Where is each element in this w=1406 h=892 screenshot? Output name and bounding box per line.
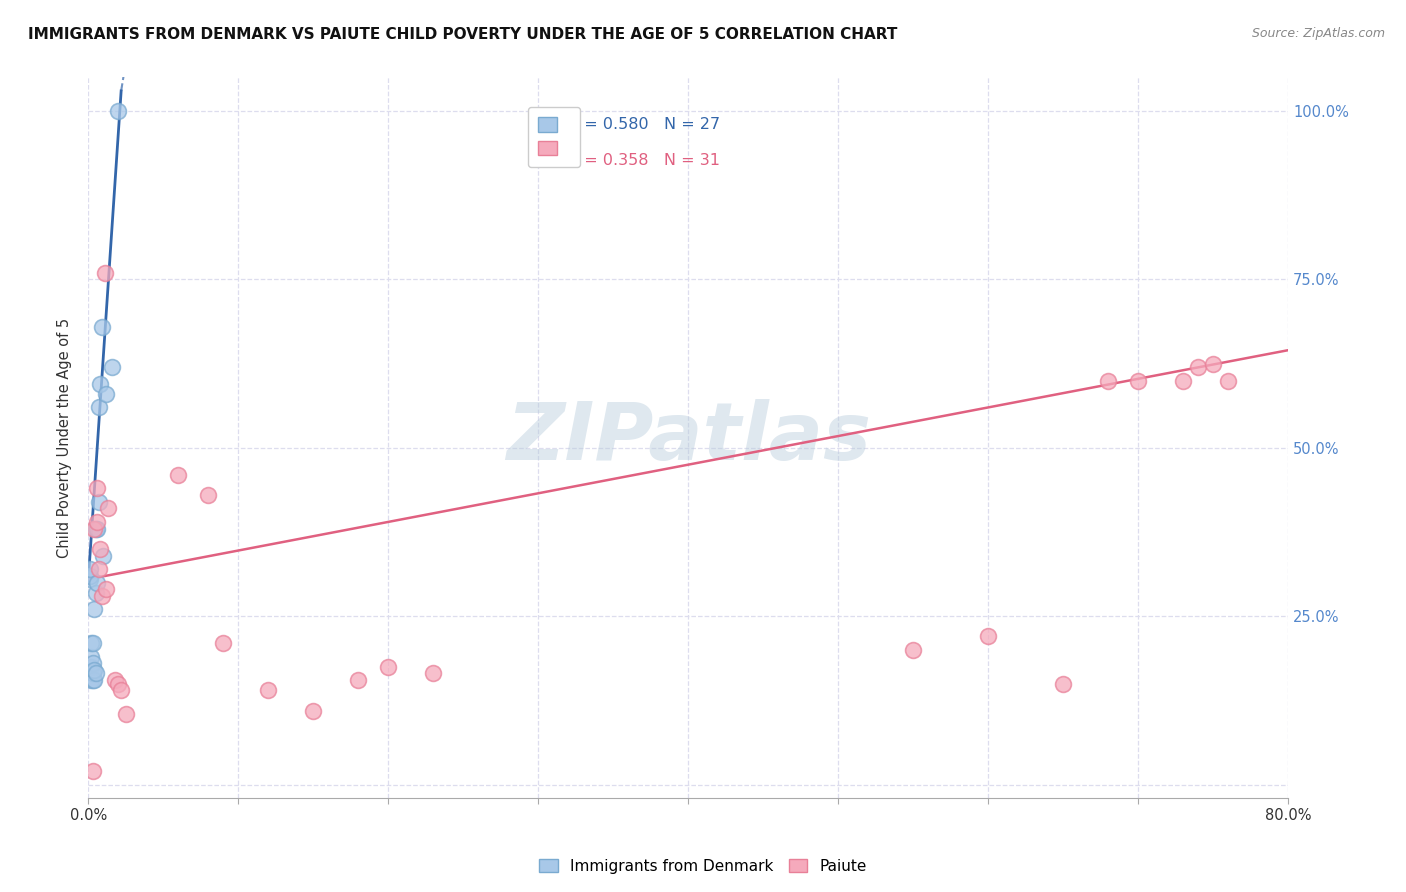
Y-axis label: Child Poverty Under the Age of 5: Child Poverty Under the Age of 5 — [58, 318, 72, 558]
Point — [84, 666, 107, 681]
Point — [1052, 676, 1074, 690]
Point — [84, 585, 107, 599]
Point — [104, 673, 127, 688]
Point — [86, 522, 108, 536]
Point — [1216, 374, 1239, 388]
Text: Source: ZipAtlas.com: Source: ZipAtlas.com — [1251, 27, 1385, 40]
Point — [1187, 359, 1209, 374]
Point — [87, 494, 110, 508]
Point — [86, 575, 108, 590]
Point — [79, 572, 101, 586]
Point — [1202, 357, 1225, 371]
Point — [83, 602, 105, 616]
Point — [83, 673, 105, 688]
Text: IMMIGRANTS FROM DENMARK VS PAIUTE CHILD POVERTY UNDER THE AGE OF 5 CORRELATION C: IMMIGRANTS FROM DENMARK VS PAIUTE CHILD … — [28, 27, 897, 42]
Point — [79, 562, 101, 576]
Point — [87, 562, 110, 576]
Point — [89, 376, 111, 391]
Point — [90, 319, 112, 334]
Text: R = 0.580   N = 27: R = 0.580 N = 27 — [568, 117, 720, 132]
Legend: Immigrants from Denmark, Paiute: Immigrants from Denmark, Paiute — [533, 853, 873, 880]
Point — [97, 501, 120, 516]
Point — [1171, 374, 1194, 388]
Point — [377, 659, 399, 673]
Point — [83, 522, 105, 536]
Point — [82, 636, 104, 650]
Point — [977, 629, 1000, 643]
Point — [212, 636, 235, 650]
Point — [89, 541, 111, 556]
Point — [1126, 374, 1149, 388]
Point — [80, 636, 103, 650]
Point — [91, 549, 114, 563]
Point — [101, 359, 124, 374]
Text: R = 0.358   N = 31: R = 0.358 N = 31 — [568, 153, 720, 168]
Point — [107, 104, 129, 119]
Point — [83, 663, 105, 677]
Point — [114, 706, 136, 721]
Point — [422, 666, 444, 681]
Point — [80, 659, 103, 673]
Point — [1097, 374, 1119, 388]
Point — [82, 657, 104, 671]
Point — [82, 673, 104, 688]
Point — [86, 481, 108, 495]
Text: ZIPatlas: ZIPatlas — [506, 399, 870, 476]
Point — [302, 704, 325, 718]
Point — [94, 582, 117, 597]
Point — [86, 515, 108, 529]
Point — [257, 683, 280, 698]
Point — [197, 488, 219, 502]
Point — [347, 673, 370, 688]
Point — [90, 589, 112, 603]
Point — [79, 569, 101, 583]
Point — [110, 683, 132, 698]
Point — [80, 673, 103, 688]
Point — [84, 522, 107, 536]
Point — [93, 266, 115, 280]
Point — [82, 764, 104, 778]
Point — [167, 467, 190, 482]
Point — [80, 649, 103, 664]
Point — [107, 676, 129, 690]
Point — [901, 643, 924, 657]
Point — [87, 401, 110, 415]
Legend: , : , — [527, 107, 579, 167]
Point — [82, 666, 104, 681]
Point — [94, 387, 117, 401]
